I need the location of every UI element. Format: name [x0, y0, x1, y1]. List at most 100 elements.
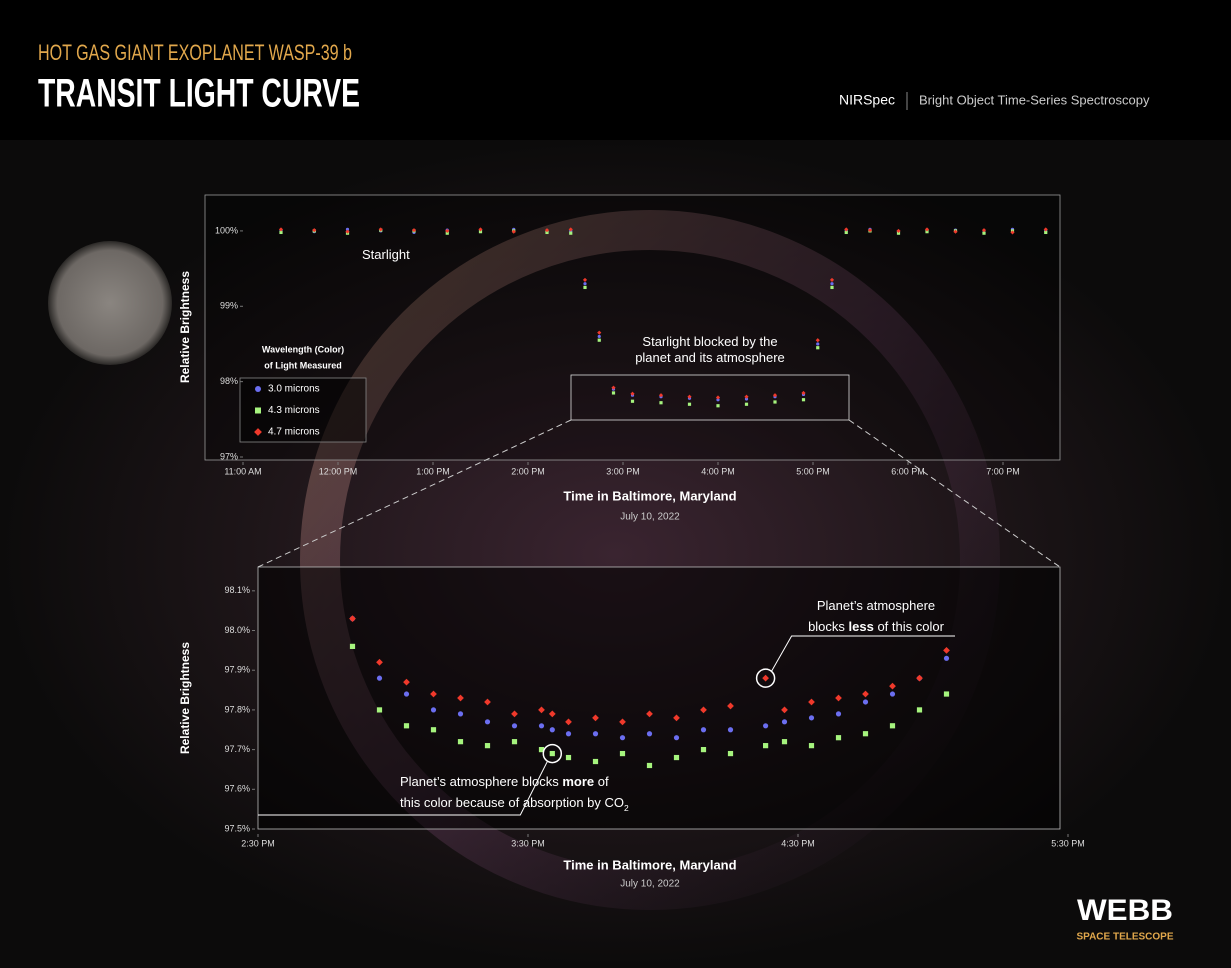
marker	[430, 727, 437, 733]
marker	[457, 711, 464, 717]
annotation-part: this color because of absorption by CO	[400, 795, 624, 810]
x-tick-label: 3:00 PM	[606, 466, 640, 476]
annotation: Starlight	[362, 247, 410, 262]
marker	[816, 346, 820, 350]
marker	[565, 731, 572, 737]
legend-title: Wavelength (Color)	[262, 344, 344, 354]
marker	[630, 391, 635, 396]
marker	[511, 710, 518, 718]
marker	[597, 338, 601, 342]
marker	[715, 395, 721, 400]
marker	[829, 277, 835, 282]
annotation-part: of this color	[874, 619, 945, 634]
marker	[943, 655, 950, 661]
marker	[862, 690, 869, 698]
marker	[687, 394, 692, 399]
marker	[611, 385, 616, 390]
marker	[538, 706, 545, 714]
marker	[538, 723, 545, 729]
marker	[835, 694, 842, 702]
marker	[744, 394, 749, 399]
y-tick-label: 100%	[215, 225, 238, 235]
marker	[727, 750, 734, 757]
mode: Bright Object Time-Series Spectroscopy	[919, 92, 1150, 107]
marker	[762, 674, 769, 682]
marker	[727, 702, 734, 710]
legend-marker	[255, 407, 261, 414]
annotation-part: Planet’s atmosphere blocks	[400, 774, 562, 789]
marker	[943, 691, 950, 697]
highlight-ring	[542, 743, 563, 764]
marker	[801, 398, 806, 402]
marker	[511, 229, 516, 234]
y-tick-label: 97.6%	[224, 784, 250, 794]
marker	[889, 691, 896, 697]
marker	[700, 747, 707, 753]
marker	[673, 754, 680, 761]
x-tick-label: 5:30 PM	[1051, 838, 1085, 848]
marker	[1010, 230, 1015, 235]
star	[48, 241, 172, 365]
marker	[808, 698, 815, 706]
marker	[830, 285, 834, 290]
marker	[597, 334, 601, 339]
marker	[403, 678, 410, 686]
marker	[538, 747, 545, 753]
bottom-frame	[257, 566, 1061, 830]
marker	[889, 723, 896, 729]
legend-label: 3.0 microns	[268, 384, 320, 395]
marker	[744, 402, 749, 406]
marker	[646, 731, 653, 737]
x-tick-label: 5:00 PM	[796, 466, 830, 476]
marker	[430, 690, 437, 698]
marker	[403, 691, 410, 697]
y-tick-label: 97%	[220, 451, 238, 461]
y-tick-label: 97.8%	[224, 704, 250, 714]
marker	[1044, 230, 1048, 235]
logo-name: WEBB	[1077, 894, 1173, 927]
annotation-part: more	[562, 774, 594, 789]
marker	[445, 228, 450, 233]
marker	[808, 715, 815, 721]
marker	[611, 391, 616, 395]
y-tick-label: 97.7%	[224, 744, 250, 754]
marker	[582, 277, 588, 282]
marker	[569, 231, 573, 235]
marker	[545, 230, 549, 235]
marker	[982, 231, 986, 235]
marker	[549, 727, 555, 733]
marker	[781, 706, 788, 714]
marker	[916, 707, 923, 713]
x-tick-label: 2:30 PM	[241, 838, 275, 848]
y-tick-label: 98.0%	[224, 625, 250, 635]
x-tick-label: 11:00 AM	[224, 466, 261, 476]
marker	[376, 675, 383, 681]
marker	[565, 718, 572, 726]
marker	[844, 230, 848, 235]
marker	[544, 228, 550, 233]
legend-marker	[255, 386, 261, 392]
marker	[867, 228, 873, 233]
marker	[646, 710, 653, 718]
marker	[781, 719, 788, 725]
marker	[916, 674, 923, 682]
y-tick-label: 97.5%	[224, 823, 250, 833]
marker	[744, 397, 749, 401]
zoom-line	[257, 419, 572, 568]
marker	[896, 231, 901, 235]
marker	[376, 658, 383, 666]
marker	[619, 718, 626, 726]
marker	[484, 698, 491, 706]
marker	[430, 707, 437, 713]
highlight-ring	[755, 668, 776, 688]
marker	[583, 282, 587, 286]
marker	[700, 706, 707, 714]
marker	[457, 694, 464, 702]
y-tick-label: 97.9%	[224, 665, 250, 675]
x-tick-label: 4:00 PM	[701, 466, 735, 476]
marker	[816, 342, 820, 346]
marker	[549, 750, 555, 757]
header-subtitle: HOT GAS GIANT EXOPLANET WASP-39 b	[38, 40, 352, 65]
marker	[345, 229, 350, 234]
